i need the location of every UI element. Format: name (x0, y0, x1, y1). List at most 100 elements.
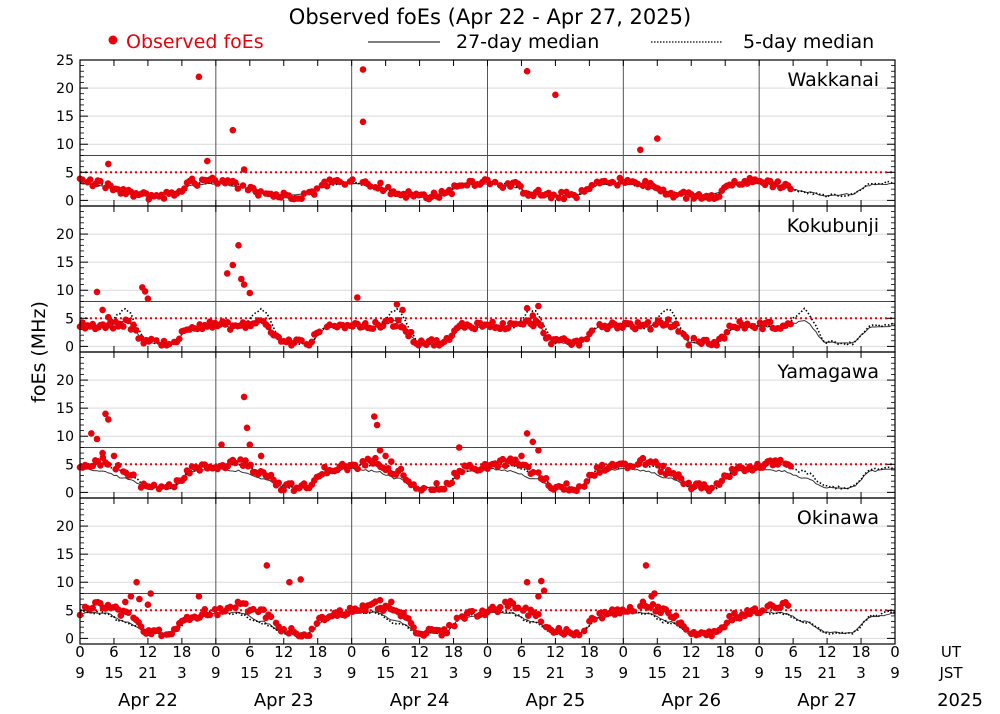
observed-point (89, 462, 96, 470)
observed-point (517, 182, 524, 190)
observed-point (471, 325, 479, 333)
observed-point (560, 486, 568, 493)
jst-tick-label: 21 (410, 664, 429, 682)
observed-point (114, 462, 122, 469)
observed-point (530, 322, 537, 330)
ut-label: UT (941, 643, 962, 661)
observed-point (433, 480, 440, 487)
observed-point (682, 195, 690, 202)
observed-point (211, 606, 219, 613)
observed-point (433, 337, 440, 344)
observed-point (397, 465, 405, 473)
observed-point (672, 612, 680, 619)
observed-point (593, 464, 601, 471)
observed-point (142, 190, 150, 197)
observed-point (105, 160, 112, 168)
observed-point (535, 302, 542, 310)
y-tick-label: 15 (56, 547, 74, 563)
observed-point (232, 459, 239, 467)
observed-point (130, 471, 137, 479)
observed-point (583, 478, 591, 485)
y-tick-label: 5 (65, 603, 74, 619)
observed-point (581, 627, 588, 635)
observed-point (588, 181, 596, 189)
ut-tick-label: 12 (818, 643, 837, 661)
observed-point (677, 475, 685, 482)
observed-point (298, 195, 305, 202)
observed-point (354, 294, 361, 301)
observed-point (297, 576, 305, 583)
observed-point (344, 610, 351, 618)
observed-point (690, 334, 698, 342)
observed-point (766, 177, 774, 185)
observed-point (787, 320, 794, 328)
observed-point (374, 185, 382, 192)
panel-wakkanai: 0 5 10 15 20 25 Wakkanai (56, 53, 896, 209)
observed-point (206, 611, 214, 619)
ut-tick-label: 18 (308, 643, 327, 661)
observed-point (716, 193, 723, 200)
station-name: Wakkanai (788, 69, 880, 91)
observed-point (153, 337, 160, 344)
observed-point (598, 461, 606, 469)
legend-observed-label: Observed foEs (126, 31, 264, 53)
observed-point (774, 178, 782, 185)
panel-frame (79, 497, 896, 645)
observed-point (89, 604, 96, 612)
observed-point (685, 341, 692, 349)
observed-point (336, 178, 344, 186)
observed-point (97, 462, 104, 469)
observed-point (240, 281, 248, 288)
observed-point (104, 461, 112, 468)
observed-point (629, 607, 636, 615)
observed-point (535, 469, 542, 476)
observed-point (654, 135, 661, 142)
observed-point (377, 179, 384, 187)
observed-point (235, 242, 242, 249)
observed-point (680, 188, 687, 196)
observed-point (224, 319, 231, 326)
observed-point (518, 452, 525, 460)
observed-point (458, 468, 466, 476)
observed-point (654, 603, 662, 611)
observed-point (137, 334, 145, 342)
observed-point (263, 562, 271, 569)
observed-point (214, 611, 221, 619)
observed-point (637, 146, 644, 154)
observed-point (160, 195, 168, 202)
observed-point (654, 462, 662, 469)
observed-point (173, 625, 181, 633)
observed-point (125, 317, 132, 325)
observed-point (369, 460, 377, 467)
observed-point (120, 323, 127, 330)
observed-point (229, 126, 237, 134)
observed-point (412, 485, 420, 492)
y-tick-label: 10 (56, 429, 74, 445)
ut-tick-label: 6 (517, 643, 527, 661)
observed-point (125, 609, 132, 616)
observed-point (675, 328, 682, 335)
observed-point (288, 480, 295, 487)
observed-point (147, 590, 154, 597)
observed-point (206, 318, 214, 326)
observed-point (458, 182, 466, 189)
observed-point (540, 329, 547, 337)
jst-tick-label: 9 (619, 664, 629, 682)
jst-tick-label: 15 (648, 664, 667, 682)
observed-point (341, 181, 349, 188)
observed-point (298, 337, 305, 344)
observed-point (313, 185, 321, 192)
y-tick-label: 25 (56, 53, 74, 69)
observed-point (609, 178, 616, 186)
observed-point (647, 326, 654, 333)
observed-point (560, 195, 568, 203)
ut-tick-label: 12 (682, 643, 701, 661)
legend: Observed foEs 27-day median 5-day median (108, 31, 874, 53)
observed-point (181, 474, 188, 482)
observed-point (435, 627, 443, 634)
ut-tick-label: 0 (754, 643, 764, 661)
observed-point (777, 456, 784, 464)
observed-point (440, 485, 448, 493)
jst-tick-label: 3 (313, 664, 323, 682)
observed-point (601, 177, 608, 185)
